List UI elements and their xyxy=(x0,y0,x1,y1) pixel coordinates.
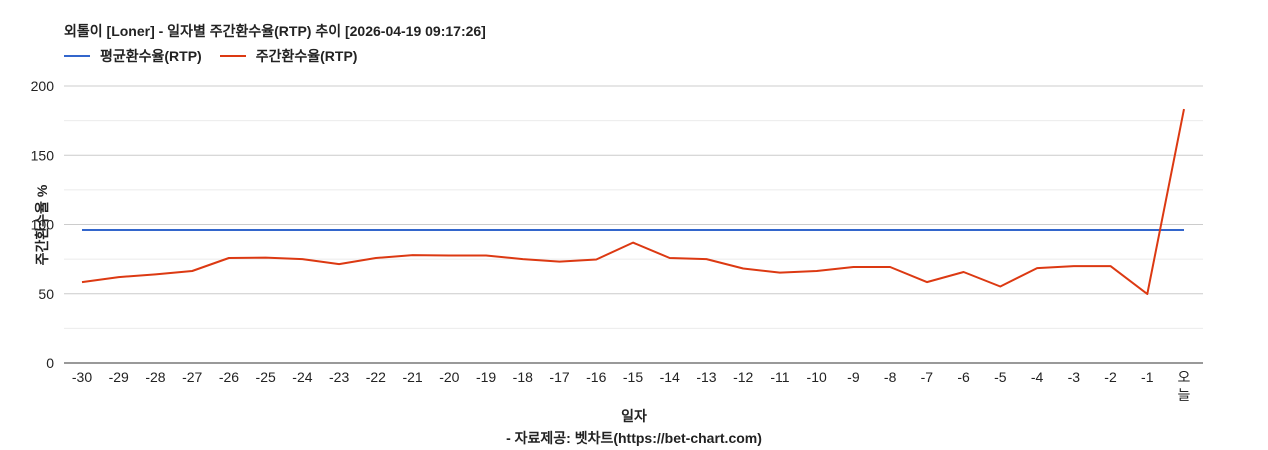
x-tick-label: 늘 xyxy=(1178,387,1191,403)
x-tick-label: -25 xyxy=(256,369,276,385)
chart-title: 외톨이 [Loner] - 일자별 주간환수율(RTP) 추이 [2026-04… xyxy=(64,23,486,39)
x-tick-label: -11 xyxy=(770,369,789,385)
x-tick-label: -2 xyxy=(1104,369,1117,385)
y-tick-label: 0 xyxy=(46,355,54,371)
x-tick-label: -22 xyxy=(366,369,386,385)
x-tick-label: -20 xyxy=(439,369,459,385)
legend-swatch-blue-line-icon xyxy=(64,55,90,57)
legend-label: 주간환수율(RTP) xyxy=(255,48,358,64)
y-axis-title: 주간환수율 % xyxy=(34,184,50,265)
series-lines xyxy=(81,108,1185,295)
y-axis-ticks: 0 50 100 150 200 xyxy=(31,78,55,371)
x-tick-label: -12 xyxy=(733,369,753,385)
x-tick-label: -27 xyxy=(182,369,202,385)
x-tick-label: -30 xyxy=(72,369,92,385)
gridlines xyxy=(64,85,1203,364)
y-tick-label: 100 xyxy=(31,217,55,233)
x-tick-label: -5 xyxy=(994,369,1007,385)
x-tick-label: -17 xyxy=(549,369,569,385)
x-tick-label: 오 xyxy=(1178,369,1191,385)
x-tick-label: -28 xyxy=(145,369,165,385)
x-tick-label: -6 xyxy=(957,369,970,385)
x-tick-label: -15 xyxy=(623,369,643,385)
legend-label: 평균환수율(RTP) xyxy=(100,48,202,64)
x-axis-title: 일자 xyxy=(621,408,647,424)
legend-item-weekly-rtp[interactable]: 주간환수율(RTP) xyxy=(219,46,358,66)
x-tick-label: -1 xyxy=(1141,369,1154,385)
x-tick-label: -24 xyxy=(292,369,312,385)
x-tick-label: -18 xyxy=(513,369,533,385)
x-tick-label: -23 xyxy=(329,369,349,385)
x-tick-label: -3 xyxy=(1068,369,1081,385)
data-source-credit: - 자료제공: 벳차트(https://bet-chart.com) xyxy=(506,430,762,446)
x-tick-label: -10 xyxy=(807,369,827,385)
x-tick-label: -4 xyxy=(1031,369,1044,385)
x-tick-label: -7 xyxy=(921,369,934,385)
x-tick-label: -13 xyxy=(696,369,716,385)
x-tick-label: -26 xyxy=(219,369,239,385)
legend-item-average-rtp[interactable]: 평균환수율(RTP) xyxy=(64,46,202,66)
x-tick-label: -8 xyxy=(884,369,897,385)
x-axis-ticks: -30 -29 -28 -27 -26 -25 -24 -23 -22 -21 -20 -19 -18-… xyxy=(72,369,1191,403)
y-tick-label: 150 xyxy=(31,147,55,163)
weekly-rtp-line[interactable] xyxy=(81,108,1185,295)
x-tick-label: -21 xyxy=(402,369,422,385)
x-tick-label: -16 xyxy=(586,369,606,385)
y-tick-label: 50 xyxy=(38,286,54,302)
x-tick-label: -19 xyxy=(476,369,496,385)
x-tick-label: -14 xyxy=(660,369,680,385)
legend: 평균환수율(RTP) 주간환수율(RTP) xyxy=(64,46,375,66)
legend-swatch-red-line-icon xyxy=(219,55,246,57)
x-tick-label: -9 xyxy=(847,369,860,385)
x-tick-label: -29 xyxy=(109,369,129,385)
y-tick-label: 200 xyxy=(31,78,55,94)
